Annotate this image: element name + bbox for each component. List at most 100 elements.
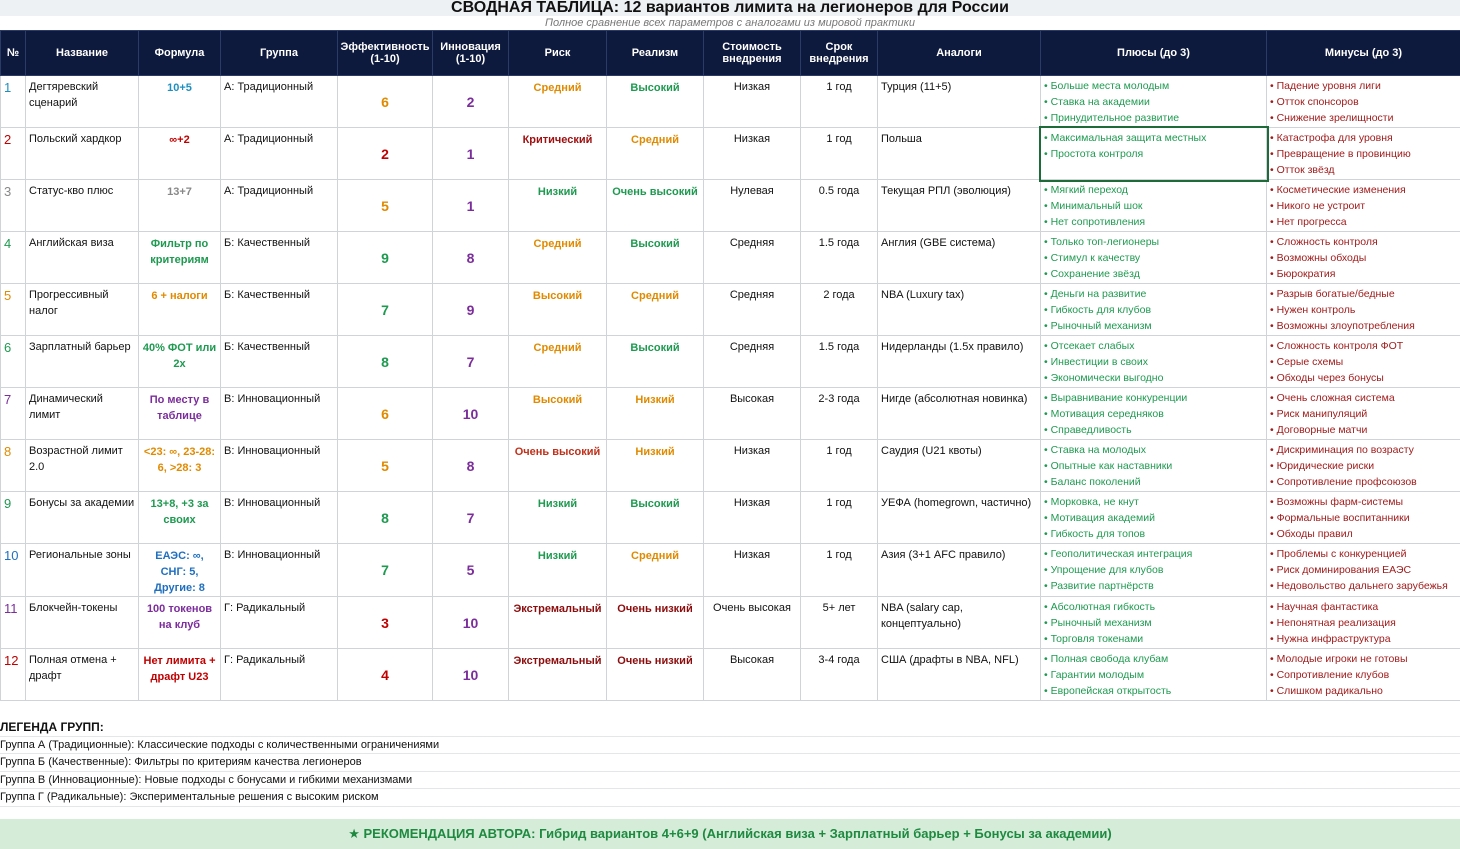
variant-name: Динамический лимит <box>26 388 139 440</box>
efficiency: 6 <box>338 388 433 440</box>
pro-item: Опытные как наставники <box>1044 458 1263 474</box>
analogs: NBA (salary cap, концептуально) <box>878 597 1041 649</box>
variant-name: Региональные зоны <box>26 544 139 597</box>
subtitle: Полное сравнение всех параметров с анало… <box>0 16 1460 30</box>
formula: По месту в таблице <box>139 388 221 440</box>
group: Б: Качественный <box>221 232 338 284</box>
cons-cell: Сложность контроляВозможны обходыБюрокра… <box>1267 232 1460 284</box>
cons-cell: Очень сложная системаРиск манипуляцийДог… <box>1267 388 1460 440</box>
cons-cell: Возможны фарм-системыФормальные воспитан… <box>1267 492 1460 544</box>
formula: 13+8, +3 за своих <box>139 492 221 544</box>
risk: Низкий <box>509 492 607 544</box>
formula: ЕАЭС: ∞, СНГ: 5, Другие: 8 <box>139 544 221 597</box>
realism: Очень низкий <box>607 649 704 701</box>
con-item: Превращение в провинцию <box>1270 146 1457 162</box>
group: В: Инновационный <box>221 388 338 440</box>
legend-item: Группа А (Традиционные): Классические по… <box>0 737 1460 755</box>
column-header: Аналоги <box>878 31 1041 76</box>
innovation: 2 <box>433 76 509 128</box>
innovation: 1 <box>433 128 509 180</box>
cost: Средняя <box>704 284 801 336</box>
realism: Очень низкий <box>607 597 704 649</box>
con-item: Падение уровня лиги <box>1270 78 1457 94</box>
realism: Высокий <box>607 492 704 544</box>
pros-cell: Полная свобода клубамГарантии молодымЕвр… <box>1041 649 1267 701</box>
column-header: Реализм <box>607 31 704 76</box>
con-item: Обходы через бонусы <box>1270 370 1457 386</box>
term: 1 год <box>801 128 878 180</box>
pro-item: Геополитическая интеграция <box>1044 546 1263 562</box>
group: Б: Качественный <box>221 336 338 388</box>
pro-item: Только топ-легионеры <box>1044 234 1263 250</box>
con-item: Формальные воспитанники <box>1270 510 1457 526</box>
con-item: Проблемы с конкуренцией <box>1270 546 1457 562</box>
con-item: Нужна инфраструктура <box>1270 631 1457 647</box>
column-header: Плюсы (до 3) <box>1041 31 1267 76</box>
pro-item: Минимальный шок <box>1044 198 1263 214</box>
pro-item: Ставка на молодых <box>1044 442 1263 458</box>
variant-name: Дегтяревский сценарий <box>26 76 139 128</box>
pros-cell: Абсолютная гибкостьРыночный механизмТорг… <box>1041 597 1267 649</box>
pros-cell: Геополитическая интеграцияУпрощение для … <box>1041 544 1267 597</box>
cons-cell: Падение уровня лигиОтток спонсоровСнижен… <box>1267 76 1460 128</box>
con-item: Очень сложная система <box>1270 390 1457 406</box>
cost: Средняя <box>704 232 801 284</box>
row-number: 3 <box>1 180 26 232</box>
efficiency: 5 <box>338 440 433 492</box>
cost: Низкая <box>704 492 801 544</box>
risk: Высокий <box>509 388 607 440</box>
con-item: Возможны обходы <box>1270 250 1457 266</box>
risk: Очень высокий <box>509 440 607 492</box>
pro-item: Сохранение звёзд <box>1044 266 1263 282</box>
risk: Экстремальный <box>509 649 607 701</box>
group: В: Инновационный <box>221 544 338 597</box>
risk: Средний <box>509 76 607 128</box>
efficiency: 6 <box>338 76 433 128</box>
row-number: 12 <box>1 649 26 701</box>
column-header: Эффективность (1-10) <box>338 31 433 76</box>
pros-cell: Морковка, не кнутМотивация академийГибко… <box>1041 492 1267 544</box>
innovation: 1 <box>433 180 509 232</box>
formula: 6 + налоги <box>139 284 221 336</box>
risk: Средний <box>509 232 607 284</box>
formula: 10+5 <box>139 76 221 128</box>
pro-item: Упрощение для клубов <box>1044 562 1263 578</box>
pros-cell: Мягкий переходМинимальный шокНет сопроти… <box>1041 180 1267 232</box>
term: 1.5 года <box>801 336 878 388</box>
pros-cell: Больше места молодымСтавка на академииПр… <box>1041 76 1267 128</box>
cons-cell: Косметические измененияНикого не устроит… <box>1267 180 1460 232</box>
risk: Низкий <box>509 180 607 232</box>
formula: <23: ∞, 23-28: 6, >28: 3 <box>139 440 221 492</box>
row-number: 4 <box>1 232 26 284</box>
con-item: Сложность контроля <box>1270 234 1457 250</box>
variant-name: Прогрессивный налог <box>26 284 139 336</box>
analogs: УЕФА (homegrown, частично) <box>878 492 1041 544</box>
pro-item: Торговля токенами <box>1044 631 1263 647</box>
innovation: 10 <box>433 649 509 701</box>
efficiency: 4 <box>338 649 433 701</box>
con-item: Сопротивление клубов <box>1270 667 1457 683</box>
realism: Очень высокий <box>607 180 704 232</box>
pro-item: Развитие партнёрств <box>1044 578 1263 594</box>
con-item: Договорные матчи <box>1270 422 1457 438</box>
legend-item: Группа Б (Качественные): Фильтры по крит… <box>0 754 1460 772</box>
column-header: Инновация (1-10) <box>433 31 509 76</box>
term: 2 года <box>801 284 878 336</box>
cons-cell: Дискриминация по возрастуЮридические рис… <box>1267 440 1460 492</box>
pro-item: Мотивация академий <box>1044 510 1263 526</box>
pro-item: Максимальная защита местных <box>1044 130 1263 146</box>
risk: Высокий <box>509 284 607 336</box>
pro-item: Нет сопротивления <box>1044 214 1263 230</box>
con-item: Молодые игроки не готовы <box>1270 651 1457 667</box>
column-header: Риск <box>509 31 607 76</box>
innovation: 8 <box>433 440 509 492</box>
pro-item: Гибкость для топов <box>1044 526 1263 542</box>
